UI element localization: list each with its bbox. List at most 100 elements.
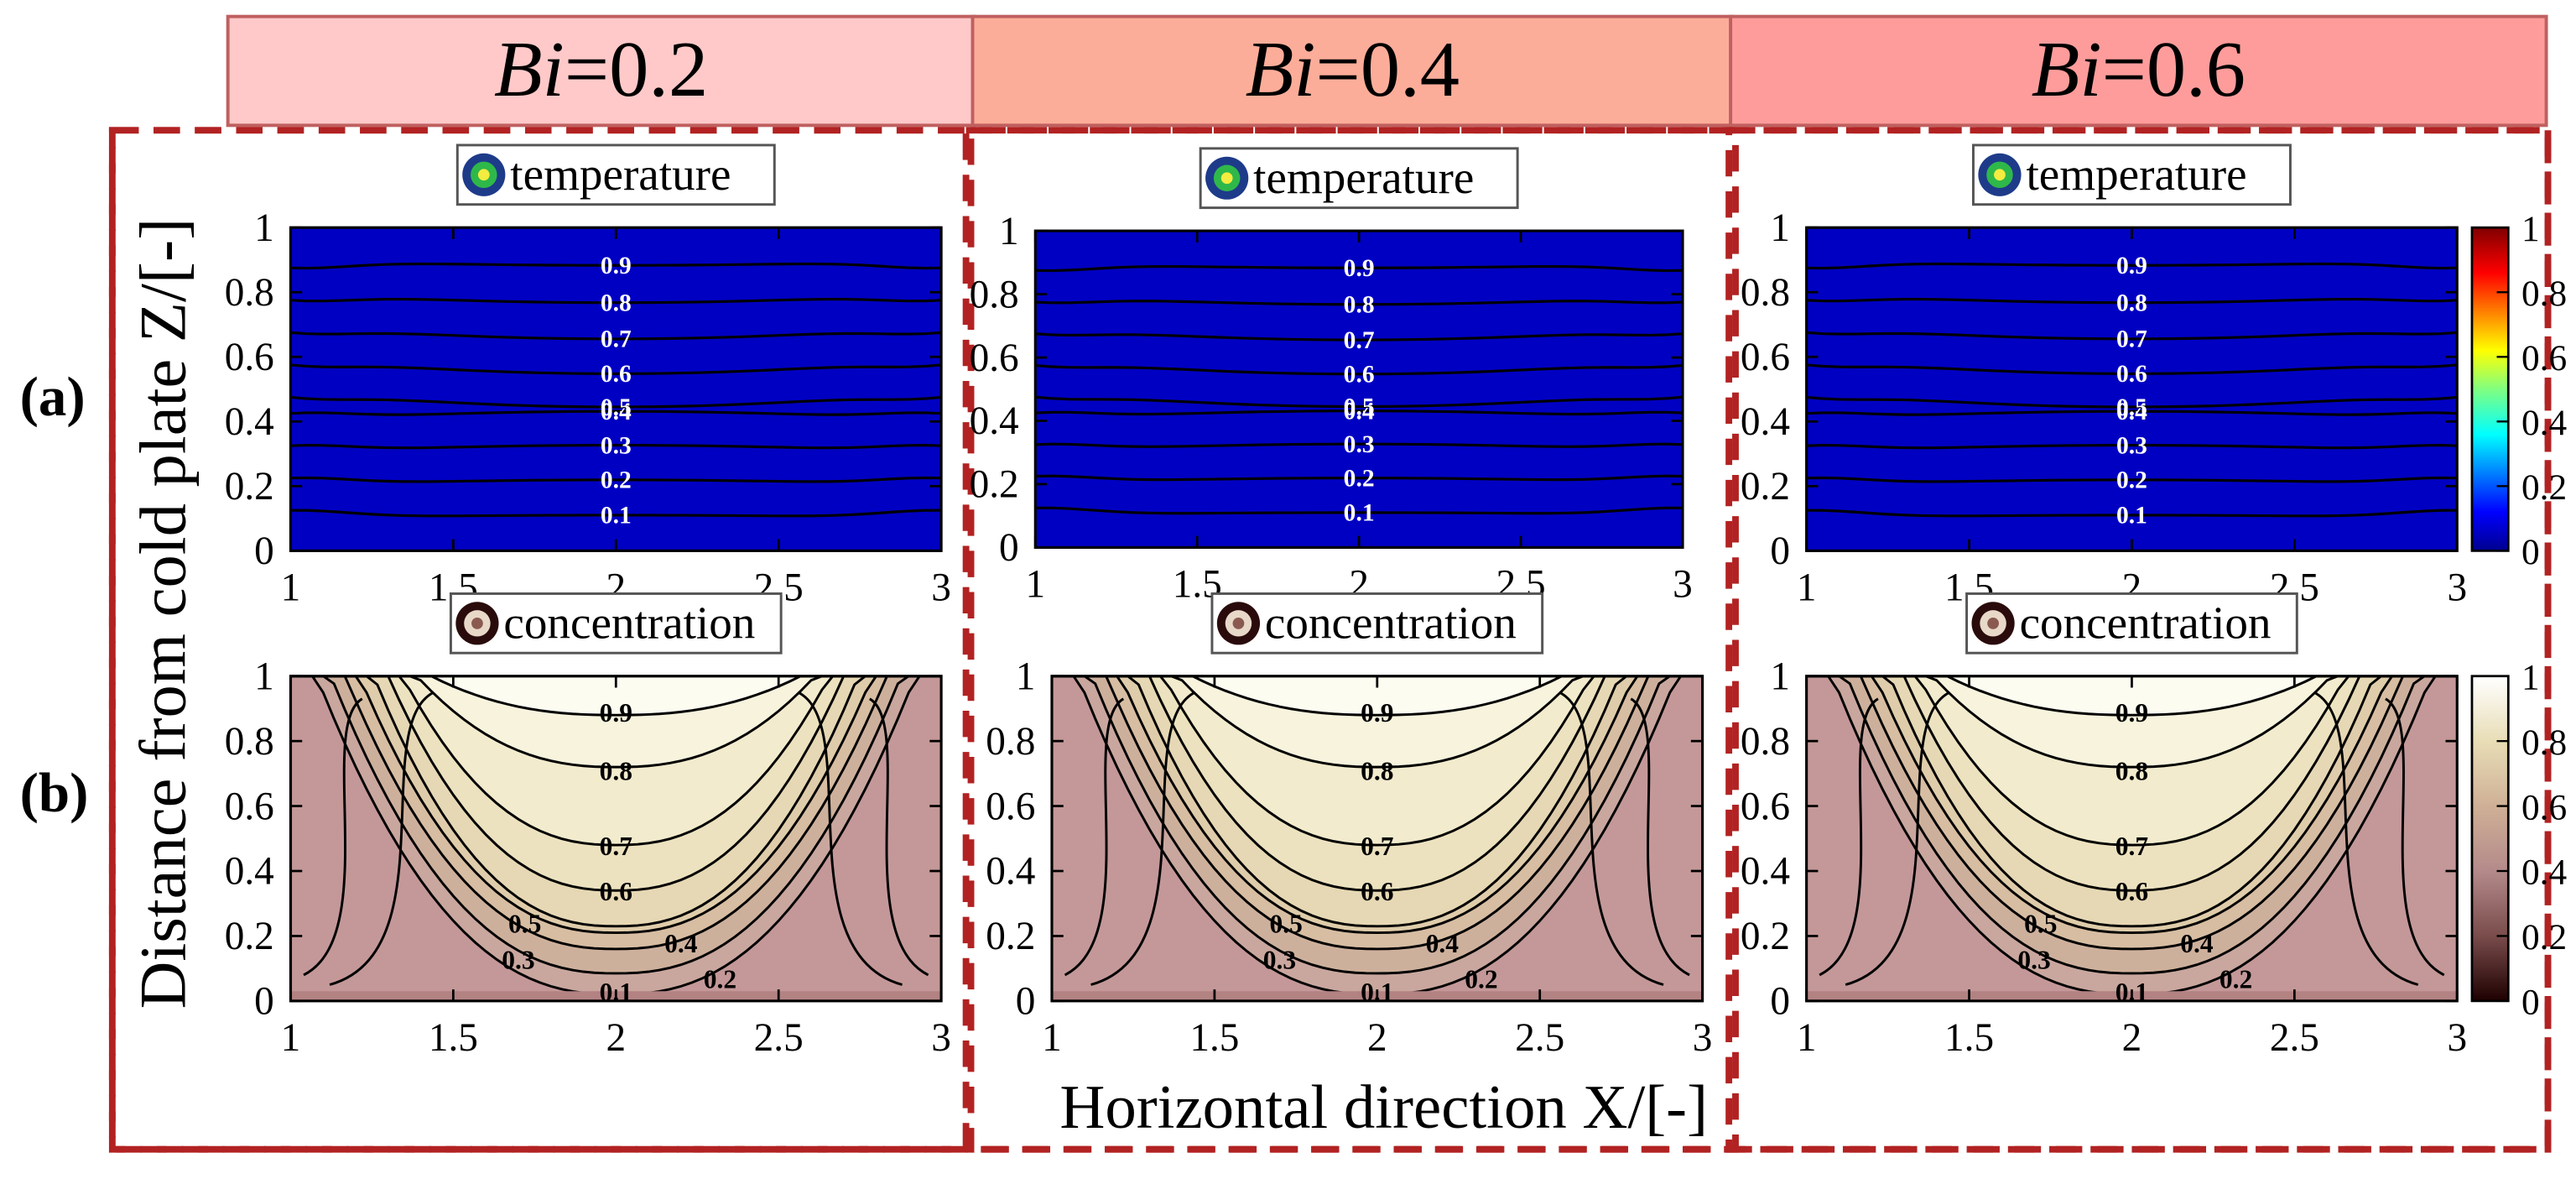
y-tick-label: 0.6 — [1741, 785, 1790, 828]
contour-label: 0.6 — [1344, 362, 1375, 389]
y-tick-label: 0.2 — [225, 465, 274, 509]
y-tick-label: 0.2 — [986, 915, 1035, 958]
vortex-line — [1090, 691, 1196, 986]
contour-label: 0.8 — [2115, 757, 2148, 786]
y-tick-label: 0.4 — [225, 400, 274, 444]
dashed-frame-outer — [108, 127, 2552, 1153]
bi-symbol: Bi — [2032, 26, 2102, 113]
temperature-contour — [1806, 509, 2458, 518]
colorbar — [2470, 675, 2510, 1003]
bi-value: =0.6 — [2102, 26, 2246, 113]
column-header-box — [971, 14, 1735, 128]
contour-label: 0.9 — [600, 698, 632, 728]
temperature-contour — [1035, 264, 1683, 273]
temperature-icon-core — [1994, 169, 2006, 181]
y-tick-label: 0 — [254, 980, 274, 1024]
title-box — [1210, 592, 1544, 655]
y-tick-label: 0.8 — [1741, 271, 1790, 315]
x-axis-label: Horizontal direction X/[-] — [1059, 1072, 1708, 1142]
colorbar-tick-label: 0 — [2521, 532, 2540, 572]
y-tick-label: 0.2 — [225, 915, 274, 958]
title-box — [1971, 143, 2292, 206]
y-tick-label: 0.6 — [225, 785, 274, 828]
temperature-contour — [290, 476, 942, 483]
panel-title: concentration — [2020, 597, 2272, 649]
x-tick-label: 2.5 — [1515, 1016, 1564, 1060]
temperature-contour — [290, 363, 942, 375]
contour-label: 0.9 — [1344, 255, 1375, 282]
column-header-label: Bi=0.4 — [1246, 26, 1460, 113]
temperature-plot: 0.1 0.2 0.3 0.40.5 0.6 0.7 0.8 0.9 — [1806, 227, 2458, 551]
bi-value: =0.4 — [1316, 26, 1460, 113]
colorbar-tick-label: 0.6 — [2521, 787, 2567, 827]
temperature-plot: 0.1 0.2 0.3 0.40.5 0.6 0.7 0.8 0.9 — [1035, 231, 1683, 548]
contour-label: 0.7 — [2116, 326, 2147, 353]
concentration-contour — [290, 675, 942, 769]
contour-label: 0.9 — [2116, 253, 2147, 279]
temperature-icon-core — [1220, 172, 1233, 185]
temperature-contour — [1806, 409, 2458, 416]
colorbar-tick-label: 0.6 — [2521, 338, 2567, 378]
contour-label: 0.2 — [1465, 965, 1497, 994]
temperature-contour — [1035, 332, 1683, 342]
contour-label: 0.5 — [601, 394, 632, 421]
temperature-contour — [1806, 395, 2458, 409]
y-tick-label: 0.2 — [1741, 915, 1790, 958]
contour-label: 0.2 — [601, 467, 632, 494]
vortex-line — [1559, 691, 1664, 986]
x-tick-label: 1.5 — [1944, 1016, 1994, 1060]
contour-label: 0.4 — [601, 399, 632, 425]
vortex-line — [1630, 697, 1690, 977]
temperature-contour — [290, 509, 942, 518]
title-box — [1965, 592, 2298, 655]
temperature-contour — [290, 443, 942, 450]
contour-label: 0.8 — [2116, 290, 2147, 317]
x-tick-label: 3 — [931, 566, 951, 609]
y-tick-label: 0.4 — [225, 850, 274, 894]
temperature-contour — [1035, 300, 1683, 306]
x-tick-label: 1 — [1797, 566, 1817, 609]
y-tick-label: 0 — [1770, 980, 1790, 1024]
y-tick-label: 0 — [254, 529, 274, 573]
x-tick-label: 1.5 — [1189, 1016, 1239, 1060]
contour-label: 0.4 — [1426, 929, 1460, 958]
vortex-line — [797, 691, 903, 986]
contour-label: 0.7 — [2115, 832, 2148, 861]
colorbar-tick-label: 0.8 — [2521, 274, 2567, 314]
x-tick-label: 2 — [1367, 1016, 1387, 1060]
contour-label: 0.2 — [704, 965, 736, 994]
concentration-plot: 0.1 0.20.30.40.50.60.70.80.9 — [290, 675, 942, 1001]
x-tick-label: 1 — [1025, 562, 1045, 606]
contour-label: 0.4 — [1344, 399, 1375, 425]
concentration-icon-core — [1232, 617, 1245, 629]
temperature-contour — [1035, 363, 1683, 376]
contour-label: 0.1 — [601, 503, 632, 529]
title-box — [449, 592, 783, 655]
y-tick-label: 0.8 — [970, 273, 1019, 316]
vortex-line — [868, 697, 929, 977]
concentration-contour — [1051, 675, 1703, 769]
title-box — [455, 143, 776, 206]
x-tick-label: 1 — [281, 566, 301, 609]
concentration-icon-core — [471, 617, 483, 629]
y-tick-label: 1 — [254, 655, 274, 698]
y-tick-label: 0.4 — [1741, 400, 1790, 444]
contour-label: 0.3 — [601, 432, 632, 459]
contour-label: 0.3 — [1344, 431, 1375, 458]
contour-label: 0.3 — [2116, 432, 2147, 459]
colorbar-tick-label: 0.4 — [2521, 403, 2567, 443]
temperature-band — [290, 227, 942, 551]
temperature-contour — [1806, 443, 2458, 450]
panel-title: temperature — [1253, 152, 1474, 203]
y-tick-label: 0.4 — [970, 399, 1019, 443]
y-tick-label: 0.4 — [986, 850, 1035, 894]
contour-label: 0.9 — [1361, 698, 1393, 728]
vortex-line — [2313, 691, 2419, 986]
concentration-plot: 0.1 0.20.30.40.50.60.70.80.9 — [1806, 675, 2458, 1001]
colorbar-tick-label: 0.2 — [2521, 917, 2567, 957]
column-header-box — [1729, 14, 2548, 128]
contour-label: 0.2 — [1344, 466, 1375, 493]
concentration-plot: 0.1 0.20.30.40.50.60.70.80.9 — [1051, 675, 1703, 1001]
y-tick-label: 0.6 — [225, 336, 274, 379]
x-tick-label: 1.5 — [429, 1016, 478, 1060]
